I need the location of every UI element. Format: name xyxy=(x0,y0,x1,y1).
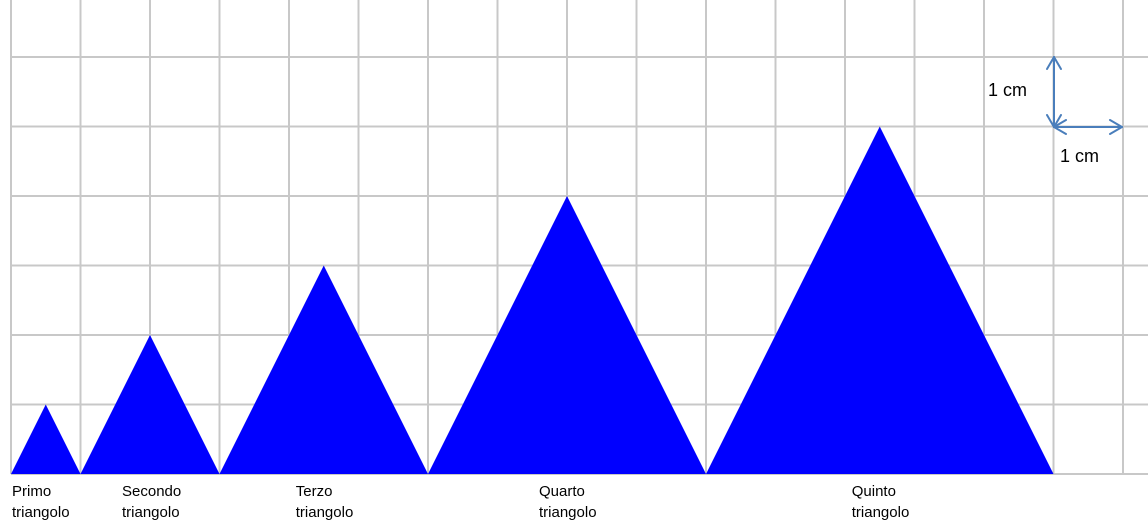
triangle-label-line2: triangolo xyxy=(295,504,354,521)
scale-indicator xyxy=(1046,56,1123,135)
triangle-quarto xyxy=(428,196,706,474)
triangle-label-line1: Quinto xyxy=(851,483,896,500)
horizontal-arrow-head xyxy=(1053,126,1067,135)
triangle-label-primo: Primo triangolo xyxy=(12,481,70,523)
horizontal-unit-label: 1 cm xyxy=(1060,146,1100,166)
triangle-label-quarto: Quarto triangolo xyxy=(539,481,597,523)
triangle-terzo xyxy=(219,265,428,474)
horizontal-arrow-head xyxy=(1109,126,1123,135)
vertical-arrow-head xyxy=(1053,114,1062,128)
triangle-secondo xyxy=(80,335,220,474)
triangle-label-line1: Primo xyxy=(12,483,52,500)
triangle-label-line2: triangolo xyxy=(122,504,180,521)
triangles xyxy=(11,126,1054,474)
triangle-label-line2: triangolo xyxy=(539,504,597,521)
triangle-label-line1: Terzo xyxy=(295,483,333,500)
triangle-label-line2: triangolo xyxy=(12,504,70,521)
vertical-arrow-head xyxy=(1053,56,1062,70)
triangle-primo xyxy=(11,404,81,474)
triangle-label-line1: Quarto xyxy=(539,483,585,500)
horizontal-arrow-head xyxy=(1109,119,1123,128)
triangle-quinto xyxy=(706,126,1054,474)
vertical-arrow-head xyxy=(1046,114,1055,128)
vertical-arrow-head xyxy=(1046,56,1055,70)
triangle-label-terzo: Terzo triangolo xyxy=(296,481,354,523)
triangle-label-quinto: Quinto triangolo xyxy=(852,481,910,523)
triangle-label-line1: Secondo xyxy=(122,483,182,500)
vertical-unit-label: 1 cm xyxy=(988,80,1028,100)
horizontal-arrow-head xyxy=(1053,119,1067,128)
triangle-label-secondo: Secondo triangolo xyxy=(122,481,181,523)
triangle-label-line2: triangolo xyxy=(851,504,910,521)
